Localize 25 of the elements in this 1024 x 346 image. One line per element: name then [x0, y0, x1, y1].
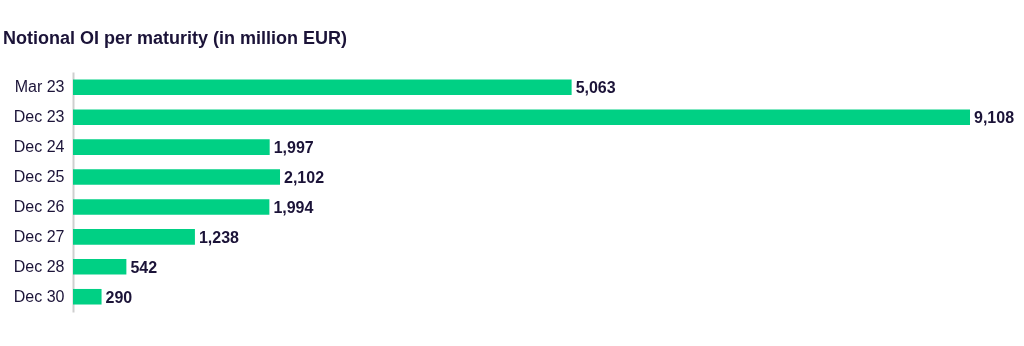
y-tick-label: Dec 26 [13, 197, 65, 215]
data-label: 9,108 [974, 109, 1015, 127]
y-tick-label: Mar 23 [14, 78, 65, 96]
y-tick-label: Dec 28 [13, 257, 65, 275]
bar [73, 288, 102, 305]
bar [73, 259, 127, 275]
y-tick-label: Dec 25 [13, 168, 65, 186]
data-label: 1,238 [198, 228, 240, 246]
bar [73, 169, 281, 185]
bar [73, 139, 270, 155]
bar [73, 199, 270, 215]
data-label: 290 [105, 288, 133, 306]
y-tick-label: Dec 27 [13, 227, 65, 245]
data-label: 5,063 [575, 79, 616, 97]
y-tick-label: Dec 24 [13, 138, 65, 156]
y-tick-label: Dec 30 [13, 287, 65, 305]
bar [73, 109, 970, 125]
data-label: 542 [130, 258, 158, 276]
y-tick-label: Dec 23 [13, 108, 65, 126]
data-label: 2,102 [284, 169, 325, 187]
data-label: 1,994 [273, 198, 314, 216]
bar [73, 229, 195, 245]
bar [73, 79, 572, 96]
chart-title: Notional OI per maturity (in million EUR) [3, 28, 348, 48]
data-label: 1,997 [273, 139, 314, 157]
